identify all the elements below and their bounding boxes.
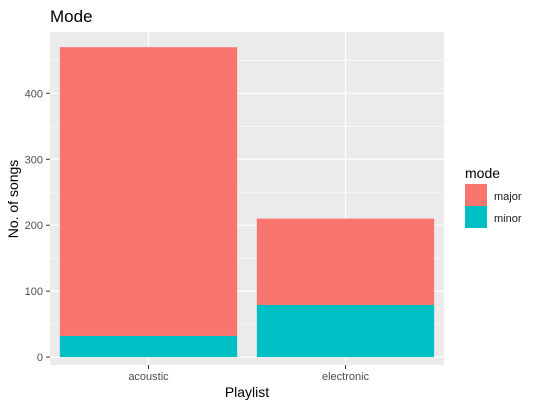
x-tick-label: acoustic bbox=[128, 371, 169, 383]
legend-label-major: major bbox=[494, 191, 522, 203]
x-tick-label: electronic bbox=[322, 371, 370, 383]
legend: mode major minor bbox=[465, 165, 522, 228]
axes: 0 100 200 300 400 acoustic electronic bbox=[25, 88, 370, 383]
y-tick-label: 100 bbox=[25, 286, 43, 298]
legend-label-minor: minor bbox=[494, 213, 522, 225]
y-tick-label: 0 bbox=[37, 352, 43, 364]
legend-key-minor bbox=[465, 206, 487, 228]
y-tick-label: 400 bbox=[25, 88, 43, 100]
bar-major-acoustic bbox=[59, 47, 238, 336]
legend-key-major bbox=[465, 184, 487, 206]
y-axis-label: No. of songs bbox=[5, 160, 21, 239]
bar-minor-acoustic bbox=[59, 335, 238, 358]
x-axis-label: Playlist bbox=[225, 384, 269, 400]
bars bbox=[59, 47, 435, 358]
y-tick-label: 200 bbox=[25, 220, 43, 232]
y-tick-label: 300 bbox=[25, 154, 43, 166]
legend-title: mode bbox=[465, 165, 500, 181]
chart-title: Mode bbox=[50, 7, 93, 26]
bar-minor-electronic bbox=[256, 304, 435, 358]
bar-major-electronic bbox=[256, 218, 435, 305]
